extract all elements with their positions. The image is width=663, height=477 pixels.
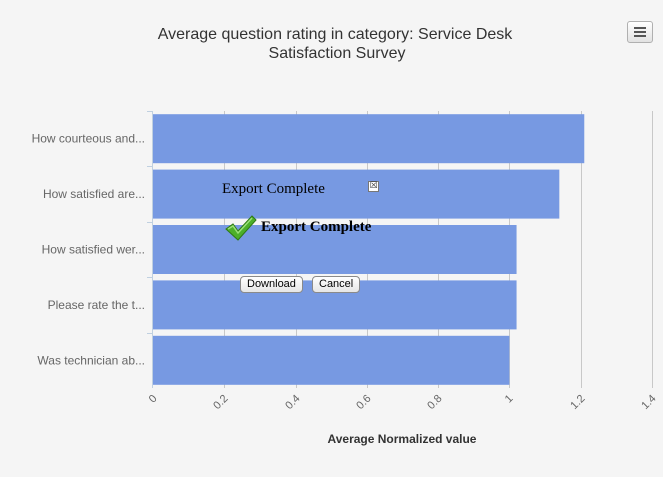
category-label: How courteous and... [32, 132, 145, 146]
category-label: How satisfied wer... [42, 243, 145, 257]
download-button[interactable]: Download [240, 276, 303, 293]
hamburger-menu-icon-line-2 [634, 31, 646, 33]
chart-title: Average question rating in category: Ser… [158, 26, 514, 62]
bar[interactable] [153, 114, 585, 164]
hamburger-menu-icon [634, 27, 646, 29]
bar[interactable] [153, 169, 560, 219]
x-axis-title: Average Normalized value [328, 432, 477, 446]
x-tick-label: 0.2 [211, 393, 230, 412]
export-popup-message: Export Complete [261, 219, 372, 235]
x-tick-label: 0.8 [425, 393, 444, 412]
bars [153, 114, 585, 385]
x-tick-label: 0.4 [283, 393, 302, 412]
category-label: Please rate the t... [48, 298, 145, 312]
category-label: How satisfied are... [43, 187, 145, 201]
check-icon [225, 215, 257, 241]
export-popup-title: Export Complete [222, 181, 325, 197]
x-tick-label: 1 [503, 393, 516, 406]
x-tick-labels: 0 0.2 0.4 0.6 0.8 1 1.2 1.4 [147, 393, 659, 412]
x-tick-label: 0 [147, 393, 160, 406]
chart-menu-button[interactable] [627, 21, 653, 43]
close-icon[interactable]: ☒ [368, 181, 379, 192]
category-label: Was technician ab... [37, 353, 145, 367]
hamburger-menu-icon-line-3 [634, 35, 646, 37]
bar[interactable] [153, 335, 510, 385]
x-tick-label: 1.2 [568, 393, 587, 412]
x-tick-label: 0.6 [354, 393, 373, 412]
chart-title-line-2: Satisfaction Survey [269, 45, 406, 62]
category-labels: How courteous and... How satisfied are...… [32, 132, 145, 368]
chart-title-line-1: Average question rating in category: Ser… [158, 26, 514, 43]
cancel-button[interactable]: Cancel [312, 276, 361, 293]
bar[interactable] [153, 225, 517, 274]
x-tick-label: 1.4 [639, 393, 658, 412]
